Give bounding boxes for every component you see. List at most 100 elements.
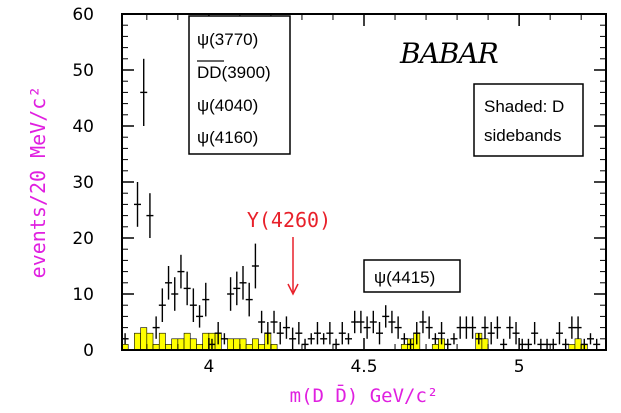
babar-logo: BABAR	[399, 37, 499, 70]
data-point	[543, 338, 551, 350]
data-point	[282, 316, 290, 339]
data-point	[134, 182, 142, 227]
sideband-bin	[183, 332, 191, 351]
data-point	[202, 282, 210, 317]
data-point	[469, 316, 477, 339]
data-point	[196, 305, 204, 328]
state-psi3770-label: ψ(3770)	[197, 30, 258, 49]
state-psi4160-label: ψ(4160)	[197, 128, 258, 147]
data-point	[537, 338, 545, 350]
data-point	[438, 322, 446, 345]
sideband-line-1: Shaded: D	[484, 97, 564, 116]
data-point	[344, 333, 352, 345]
data-point	[518, 338, 526, 350]
data-point	[475, 333, 483, 345]
data-point	[276, 322, 284, 345]
data-point	[400, 333, 408, 345]
data-point	[233, 271, 241, 306]
data-point	[332, 338, 340, 350]
data-point	[593, 338, 601, 350]
data-point	[407, 338, 415, 350]
data-point	[227, 277, 235, 311]
data-point	[394, 316, 402, 339]
data-point	[251, 243, 259, 289]
sideband-bin	[146, 332, 154, 351]
sideband-line-2: sidebands	[484, 126, 562, 145]
data-point	[214, 322, 222, 345]
data-point	[351, 310, 359, 334]
data-point	[189, 288, 197, 322]
data-point	[450, 333, 458, 345]
sideband-bin	[252, 338, 259, 351]
data-point	[481, 316, 489, 339]
data-point	[165, 266, 173, 300]
y-tick-label: 0	[83, 341, 94, 361]
data-point	[338, 322, 346, 345]
data-point	[171, 277, 179, 311]
sideband-bin	[134, 332, 141, 351]
data-point	[500, 338, 508, 350]
data-point	[388, 310, 396, 334]
psi4415-label: ψ(4415)	[374, 268, 435, 287]
data-point	[549, 338, 557, 350]
data-point	[307, 333, 315, 345]
data-point	[506, 316, 514, 339]
data-point	[140, 58, 148, 126]
data-point	[152, 316, 160, 339]
data-point	[239, 266, 247, 300]
psi4415-box	[363, 259, 461, 293]
data-point	[382, 305, 390, 328]
sideband-bin	[158, 332, 166, 351]
y-tick-label: 20	[72, 229, 94, 249]
data-point	[580, 338, 588, 350]
sideband-bin	[189, 338, 197, 351]
data-point	[258, 310, 266, 334]
data-point	[183, 271, 191, 306]
data-point	[487, 322, 495, 345]
data-point	[245, 282, 253, 317]
data-point	[512, 322, 520, 345]
y4260-label: Y(4260)	[247, 208, 331, 232]
data-point	[357, 310, 365, 334]
y-tick-label: 60	[72, 5, 94, 25]
sideband-bin	[177, 338, 185, 351]
x-axis-title: m(D D̄) GeV/c²	[290, 383, 439, 407]
data-point	[413, 322, 421, 345]
sideband-bin	[202, 332, 210, 351]
y-axis-title: events/20 MeV/c²	[26, 86, 50, 279]
data-point	[419, 310, 427, 334]
y-tick-label: 40	[72, 117, 94, 137]
data-point	[531, 322, 539, 345]
sideband-bin	[171, 338, 179, 351]
data-point	[586, 333, 594, 345]
data-point	[177, 254, 185, 289]
data-point	[208, 338, 216, 350]
data-point	[574, 316, 582, 339]
data-points	[121, 58, 601, 350]
data-point	[220, 333, 228, 345]
sideband-bin	[574, 338, 582, 351]
data-point	[158, 288, 166, 322]
x-tick-label: 5	[514, 357, 525, 377]
sideband-bin	[481, 338, 489, 351]
data-point	[456, 316, 464, 339]
data-point	[562, 338, 570, 350]
data-point	[326, 322, 334, 345]
data-point	[264, 322, 272, 345]
data-point	[431, 333, 439, 345]
data-point	[363, 316, 371, 339]
sideband-box	[473, 83, 584, 157]
x-tick-label: 4	[203, 357, 214, 377]
data-point	[301, 338, 309, 350]
data-point	[425, 316, 433, 339]
data-point	[270, 310, 278, 334]
data-point	[462, 316, 470, 339]
data-point	[313, 322, 321, 345]
y-tick-label: 10	[72, 285, 94, 305]
data-point	[493, 316, 501, 339]
data-point	[320, 333, 328, 345]
sideband-bin	[140, 327, 148, 351]
state-psi4040-label: ψ(4040)	[197, 96, 258, 115]
sideband-bin	[227, 338, 234, 351]
